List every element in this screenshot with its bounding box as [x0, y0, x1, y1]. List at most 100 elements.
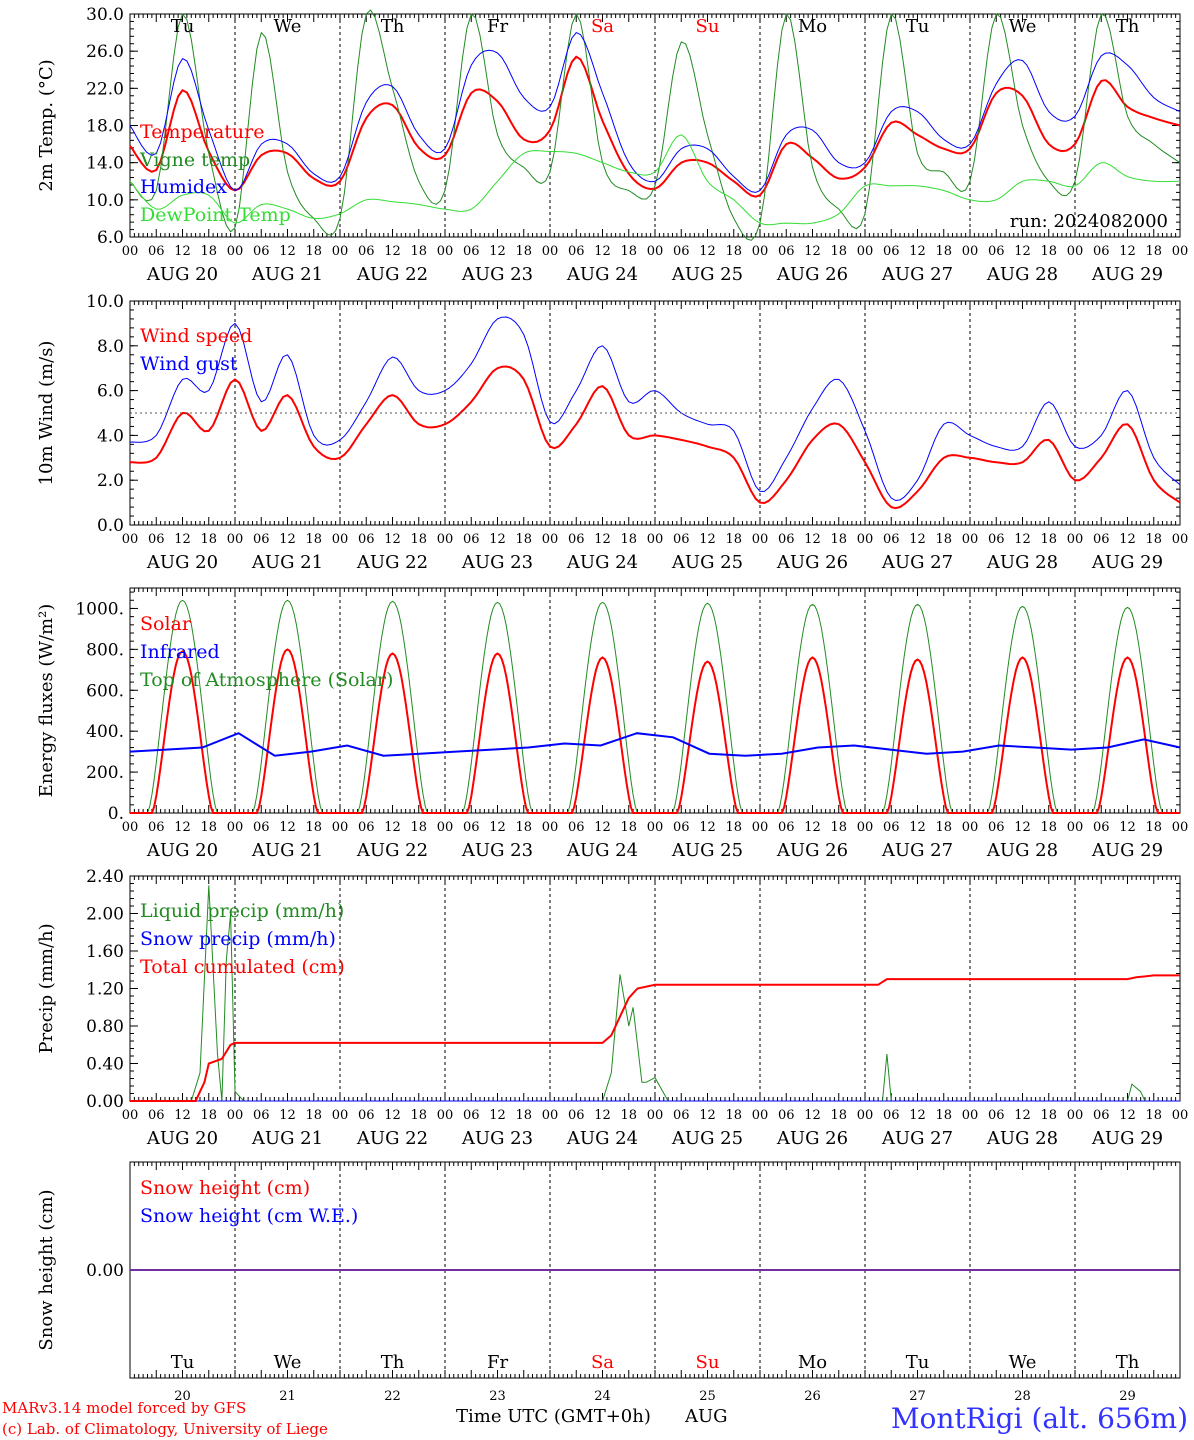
y-tick-label: 1.60	[86, 942, 124, 962]
legend-entry: Total cumulated (cm)	[140, 956, 345, 978]
hour-tick-label: 18	[1040, 532, 1057, 547]
date-label: AUG 20	[146, 264, 218, 285]
hour-tick-label: 12	[909, 1108, 926, 1123]
run-annotation: run: 2024082000	[1010, 211, 1168, 232]
hour-tick-label: 00	[122, 532, 139, 547]
y-tick-label: 1000.	[75, 599, 124, 619]
top-day-label: Th	[1116, 16, 1140, 37]
date-label: AUG 24	[566, 552, 638, 573]
date-label: AUG 20	[146, 552, 218, 573]
hour-tick-label: 18	[725, 1108, 742, 1123]
hour-tick-label: 18	[410, 244, 427, 259]
hour-tick-label: 12	[384, 1108, 401, 1123]
date-label: AUG 20	[146, 1128, 218, 1149]
hour-tick-label: 12	[909, 532, 926, 547]
y-tick-label: 10.0	[86, 292, 124, 312]
date-label: AUG 26	[776, 264, 848, 285]
hour-tick-label: 18	[515, 532, 532, 547]
hour-tick-label: 12	[279, 532, 296, 547]
date-label: AUG 22	[356, 840, 428, 861]
hour-tick-label: 12	[384, 532, 401, 547]
y-tick-label: 0.00	[86, 1092, 124, 1112]
hour-tick-label: 00	[752, 532, 769, 547]
y-tick-label: 0.00	[86, 1261, 124, 1281]
hour-tick-label: 12	[279, 1108, 296, 1123]
date-label: AUG 21	[251, 264, 323, 285]
hour-tick-label: 06	[988, 820, 1005, 835]
day-number-label: 22	[384, 1389, 401, 1404]
date-label: AUG 25	[671, 840, 743, 861]
hour-tick-label: 00	[962, 532, 979, 547]
hour-tick-label: 18	[1145, 532, 1162, 547]
y-tick-label: 400.	[86, 722, 124, 742]
hour-tick-label: 18	[620, 1108, 637, 1123]
hour-tick-label: 00	[332, 244, 349, 259]
hour-tick-label: 00	[227, 820, 244, 835]
y-axis-label: Precip (mm/h)	[36, 923, 57, 1053]
hour-tick-label: 18	[620, 244, 637, 259]
hour-tick-label: 12	[594, 820, 611, 835]
hour-tick-label: 00	[542, 532, 559, 547]
y-tick-label: 18.0	[86, 117, 124, 137]
y-tick-label: 4.0	[97, 426, 124, 446]
y-tick-label: 30.0	[86, 5, 124, 25]
day-abbr-label: We	[1009, 1352, 1037, 1373]
day-number-label: 27	[909, 1389, 926, 1404]
hour-tick-label: 18	[1145, 820, 1162, 835]
hour-tick-label: 06	[778, 532, 795, 547]
date-label: AUG 27	[881, 264, 953, 285]
y-tick-label: 800.	[86, 640, 124, 660]
y-axis-label: Snow height (cm)	[36, 1189, 57, 1350]
hour-tick-label: 06	[358, 1108, 375, 1123]
day-abbr-label: Tu	[171, 1352, 195, 1373]
hour-tick-label: 18	[830, 532, 847, 547]
hour-tick-label: 18	[1040, 244, 1057, 259]
hour-tick-label: 00	[1172, 532, 1189, 547]
top-day-label: We	[1009, 16, 1037, 37]
date-label: AUG 28	[986, 552, 1058, 573]
day-number-label: 24	[594, 1389, 611, 1404]
hour-tick-label: 00	[332, 532, 349, 547]
hour-tick-label: 06	[568, 1108, 585, 1123]
hour-tick-label: 18	[305, 244, 322, 259]
date-label: AUG 24	[566, 1128, 638, 1149]
legend-entry: Snow precip (mm/h)	[140, 928, 336, 950]
hour-tick-label: 00	[857, 820, 874, 835]
hour-tick-label: 06	[358, 532, 375, 547]
hour-tick-label: 06	[673, 244, 690, 259]
hour-tick-label: 18	[410, 1108, 427, 1123]
y-tick-label: 0.	[108, 804, 124, 824]
hour-tick-label: 12	[489, 820, 506, 835]
hour-tick-label: 06	[988, 532, 1005, 547]
hour-tick-label: 18	[620, 532, 637, 547]
hour-tick-label: 06	[883, 1108, 900, 1123]
hour-tick-label: 12	[909, 244, 926, 259]
hour-tick-label: 00	[752, 244, 769, 259]
y-tick-label: 6.0	[97, 228, 124, 248]
hour-tick-label: 12	[594, 1108, 611, 1123]
date-label: AUG 29	[1091, 1128, 1163, 1149]
day-number-label: 26	[804, 1389, 821, 1404]
day-abbr-label: Sa	[591, 1352, 614, 1373]
day-number-label: 20	[174, 1389, 191, 1404]
legend-entry: Wind gust	[140, 353, 238, 375]
hour-tick-label: 18	[1040, 1108, 1057, 1123]
hour-tick-label: 00	[1172, 244, 1189, 259]
y-tick-label: 14.0	[86, 154, 124, 174]
hour-tick-label: 12	[1119, 1108, 1136, 1123]
y-tick-label: 0.0	[97, 516, 124, 536]
hour-tick-label: 06	[358, 820, 375, 835]
date-label: AUG 24	[566, 840, 638, 861]
date-label: AUG 24	[566, 264, 638, 285]
series-line-2	[130, 974, 1180, 1102]
hour-tick-label: 00	[1067, 532, 1084, 547]
day-number-label: 21	[279, 1389, 296, 1404]
hour-tick-label: 12	[174, 820, 191, 835]
date-label: AUG 28	[986, 840, 1058, 861]
date-label: AUG 25	[671, 552, 743, 573]
hour-tick-label: 06	[673, 820, 690, 835]
date-label: AUG 29	[1091, 840, 1163, 861]
hour-tick-label: 18	[725, 244, 742, 259]
hour-tick-label: 00	[647, 244, 664, 259]
hour-tick-label: 00	[227, 1108, 244, 1123]
